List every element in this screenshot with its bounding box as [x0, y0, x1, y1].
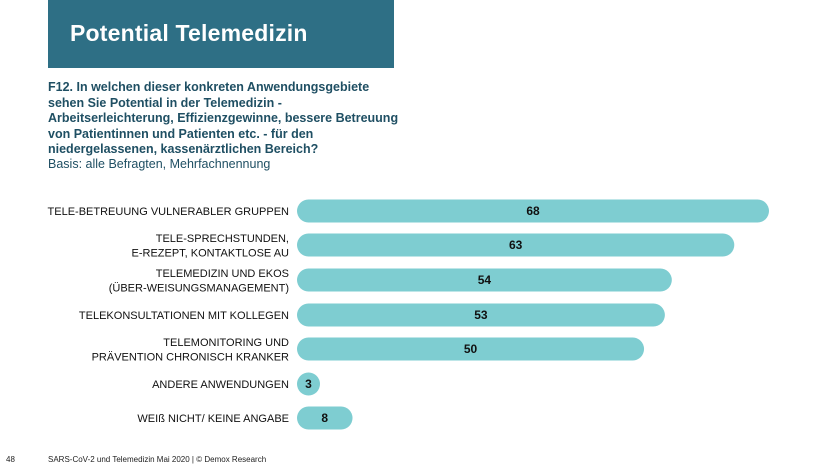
category-label: E-REZEPT, KONTAKTLOSE AU — [132, 247, 290, 259]
bar-value-label: 63 — [509, 238, 523, 252]
question-text: F12. In welchen dieser konkreten Anwendu… — [48, 80, 399, 157]
category-label: TELEMONITORING UND — [163, 337, 289, 349]
basis-text: Basis: alle Befragten, Mehrfachnennung — [48, 157, 271, 171]
bar-value-label: 54 — [478, 273, 492, 287]
bar — [297, 199, 769, 223]
bar — [297, 337, 645, 361]
bar — [297, 372, 320, 396]
bar-value-label: 68 — [526, 204, 540, 218]
category-label: TELE-BETREUUNG VULNERABLER GRUPPEN — [48, 206, 289, 218]
bar-value-label: 3 — [305, 377, 312, 391]
bar — [297, 233, 735, 257]
footer-text: SARS-CoV-2 und Telemedizin Mai 2020 | © … — [48, 455, 267, 464]
page-title: Potential Telemedizin — [70, 20, 308, 46]
bar — [297, 406, 353, 430]
bar — [297, 268, 672, 292]
category-label: PRÄVENTION CHRONISCH KRANKER — [92, 351, 289, 363]
category-label: WEIß NICHT/ KEINE ANGABE — [137, 413, 289, 425]
category-label: TELEKONSULTATIONEN MIT KOLLEGEN — [79, 310, 289, 322]
category-label: ANDERE ANWENDUNGEN — [152, 379, 289, 391]
title-banner: Potential Telemedizin — [48, 0, 394, 68]
category-label: TELEMEDIZIN UND EKOS — [156, 268, 289, 280]
bar-value-label: 50 — [464, 342, 478, 356]
category-label: TELE-SPRECHSTUNDEN, — [156, 233, 289, 245]
bar — [297, 303, 665, 327]
bar-value-label: 8 — [321, 411, 328, 425]
category-label: (ÜBER-WEISUNGSMANAGEMENT) — [109, 282, 289, 294]
bar-value-label: 53 — [474, 308, 488, 322]
page-number: 48 — [6, 455, 15, 464]
